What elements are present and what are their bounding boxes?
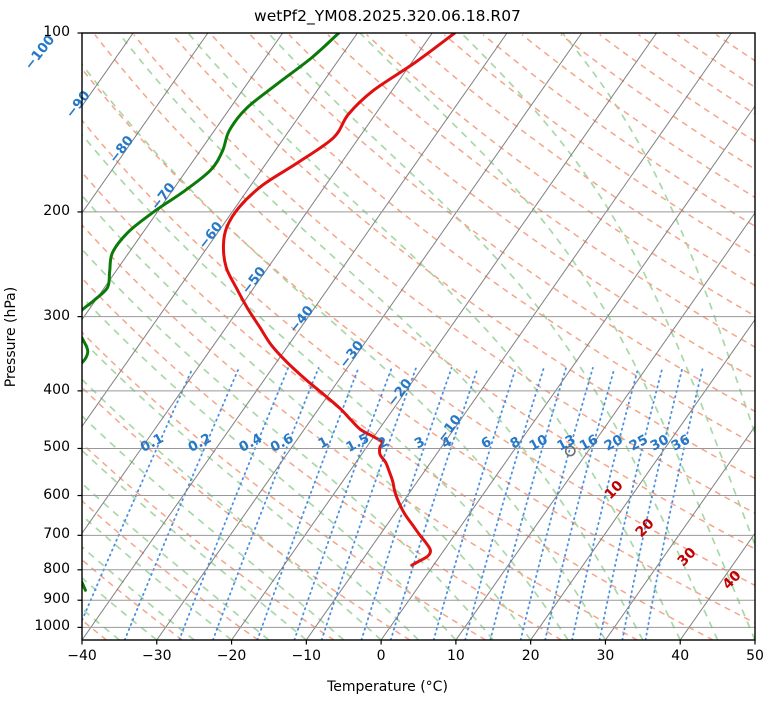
y-tick-label: 300	[43, 307, 70, 324]
x-tick-label: 0	[376, 648, 386, 664]
isotherm-lines	[82, 33, 755, 640]
x-tick-label: −40	[67, 648, 97, 664]
x-tick-label: 20	[521, 648, 540, 664]
moist-adiabat-lines	[82, 33, 755, 640]
svg-text:36: 36	[669, 432, 693, 455]
x-tick-label: 10	[446, 648, 465, 664]
x-tick-label: −30	[141, 648, 172, 664]
x-tick-label: −20	[216, 648, 247, 664]
y-tick-label: 900	[43, 591, 70, 608]
y-tick-label: 500	[43, 439, 70, 456]
x-tick-label: 30	[596, 648, 615, 664]
dewpoint-profile-line	[82, 33, 341, 592]
svg-text:10: 10	[526, 432, 550, 455]
svg-text:25: 25	[627, 432, 651, 455]
y-tick-label: 700	[43, 526, 70, 543]
dry-adiabat-lines	[82, 34, 755, 640]
x-tick-label: −10	[291, 648, 322, 664]
x-tick-label: 50	[746, 648, 764, 664]
y-tick-label: 100	[43, 24, 70, 40]
y-tick-label: 1000	[34, 618, 70, 635]
y-tick-label: 600	[43, 486, 70, 503]
y-tick-label: 800	[43, 560, 70, 577]
temperature-profile-line	[221, 33, 457, 567]
svg-text:16: 16	[577, 432, 601, 455]
x-axis-label: Temperature (°C)	[327, 679, 448, 695]
page-title: wetPf2_YM08.2025.320.06.18.R07	[254, 7, 521, 25]
svg-text:30: 30	[648, 432, 672, 455]
y-tick-label: 400	[43, 381, 70, 398]
axis-ticks	[77, 32, 756, 645]
y-tick-label: 200	[43, 202, 70, 219]
y-axis-label: Pressure (hPa)	[3, 286, 19, 388]
x-tick-label: 40	[671, 648, 690, 664]
lcl-marker	[564, 445, 576, 457]
svg-text:13: 13	[554, 432, 578, 455]
svg-text:20: 20	[602, 432, 626, 455]
